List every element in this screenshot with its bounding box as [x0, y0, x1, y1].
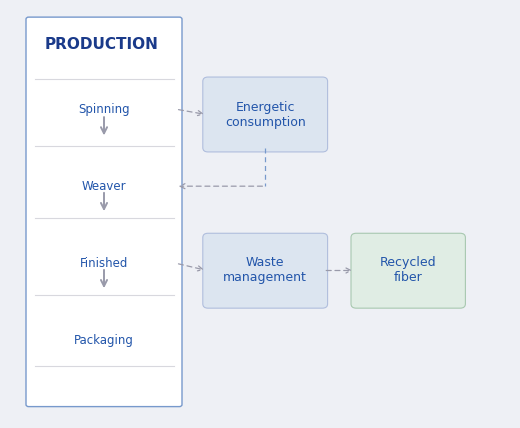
Text: Recycled
fiber: Recycled fiber: [380, 256, 436, 285]
FancyBboxPatch shape: [351, 233, 465, 308]
Text: PRODUCTION: PRODUCTION: [44, 37, 158, 53]
Text: Packaging: Packaging: [74, 334, 134, 347]
Text: Waste
management: Waste management: [223, 256, 307, 285]
FancyBboxPatch shape: [203, 233, 328, 308]
Text: Finished: Finished: [80, 257, 128, 270]
FancyBboxPatch shape: [26, 17, 182, 407]
Text: Energetic
consumption: Energetic consumption: [225, 101, 306, 129]
FancyBboxPatch shape: [203, 77, 328, 152]
Text: Weaver: Weaver: [82, 180, 126, 193]
Text: Spinning: Spinning: [78, 103, 130, 116]
